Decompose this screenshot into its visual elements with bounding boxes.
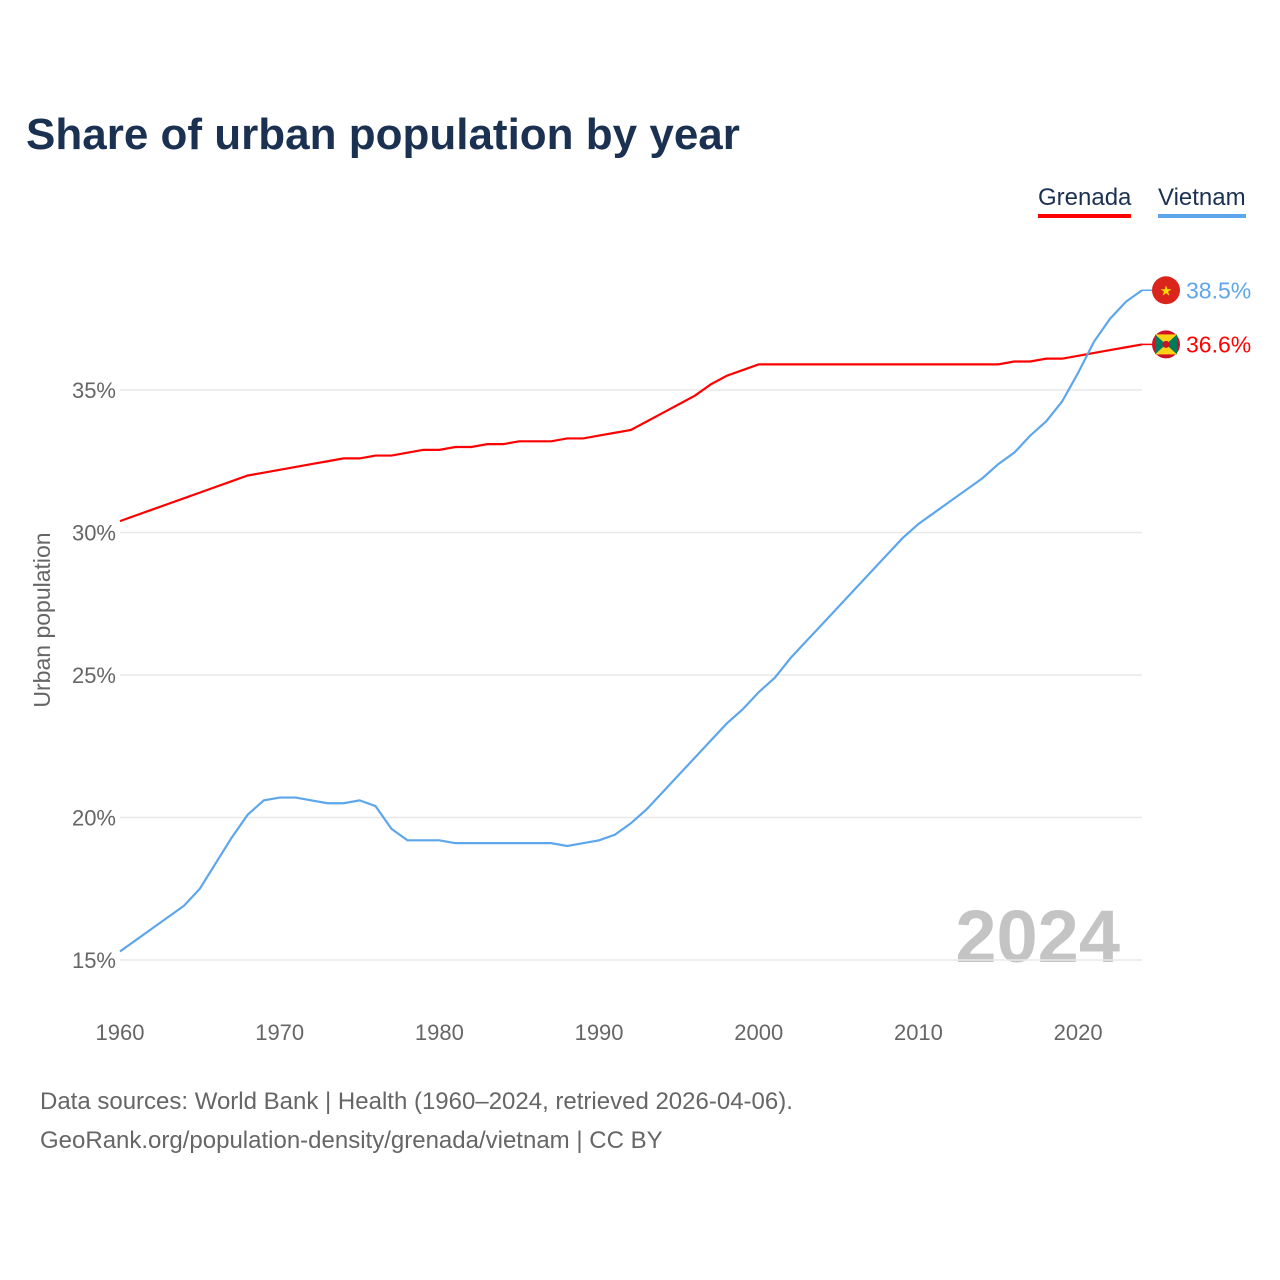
x-tick-label: 1960 <box>96 1020 145 1045</box>
legend-vietnam[interactable]: Vietnam <box>1158 184 1246 218</box>
x-tick-label: 2000 <box>734 1020 783 1045</box>
x-tick-label: 1980 <box>415 1020 464 1045</box>
flag-star-icon: ★ <box>1160 282 1173 298</box>
series-line-vietnam <box>119 289 1143 953</box>
end-value-label: 38.5% <box>1186 277 1251 303</box>
footer-link[interactable]: GeoRank.org/population-density/grenada/v… <box>40 1127 663 1154</box>
flag-triangle <box>1155 334 1166 355</box>
flag-triangle <box>1166 334 1177 355</box>
series-line-grenada <box>119 343 1143 523</box>
x-tick-label: 1990 <box>575 1020 624 1045</box>
legend-grenada[interactable]: Grenada <box>1038 184 1132 218</box>
year-watermark: 2024 <box>955 895 1120 978</box>
vietnam-flag-icon <box>1152 276 1180 305</box>
flag-disc <box>1162 340 1170 348</box>
end-value-label: 36.6% <box>1186 331 1251 357</box>
y-tick-label: 25% <box>72 663 116 688</box>
y-tick-label: 15% <box>72 948 116 973</box>
x-tick-label: 2020 <box>1054 1020 1103 1045</box>
y-tick-label: 35% <box>72 378 116 403</box>
chart-title: Share of urban population by year <box>26 110 740 159</box>
y-tick-label: 30% <box>72 521 116 546</box>
x-tick-label: 1970 <box>255 1020 304 1045</box>
x-tick-label: 2010 <box>894 1020 943 1045</box>
y-tick-label: 20% <box>72 806 116 831</box>
y-axis-label: Urban population <box>29 532 55 707</box>
footer-sources: Data sources: World Bank | Health (1960–… <box>40 1088 793 1115</box>
